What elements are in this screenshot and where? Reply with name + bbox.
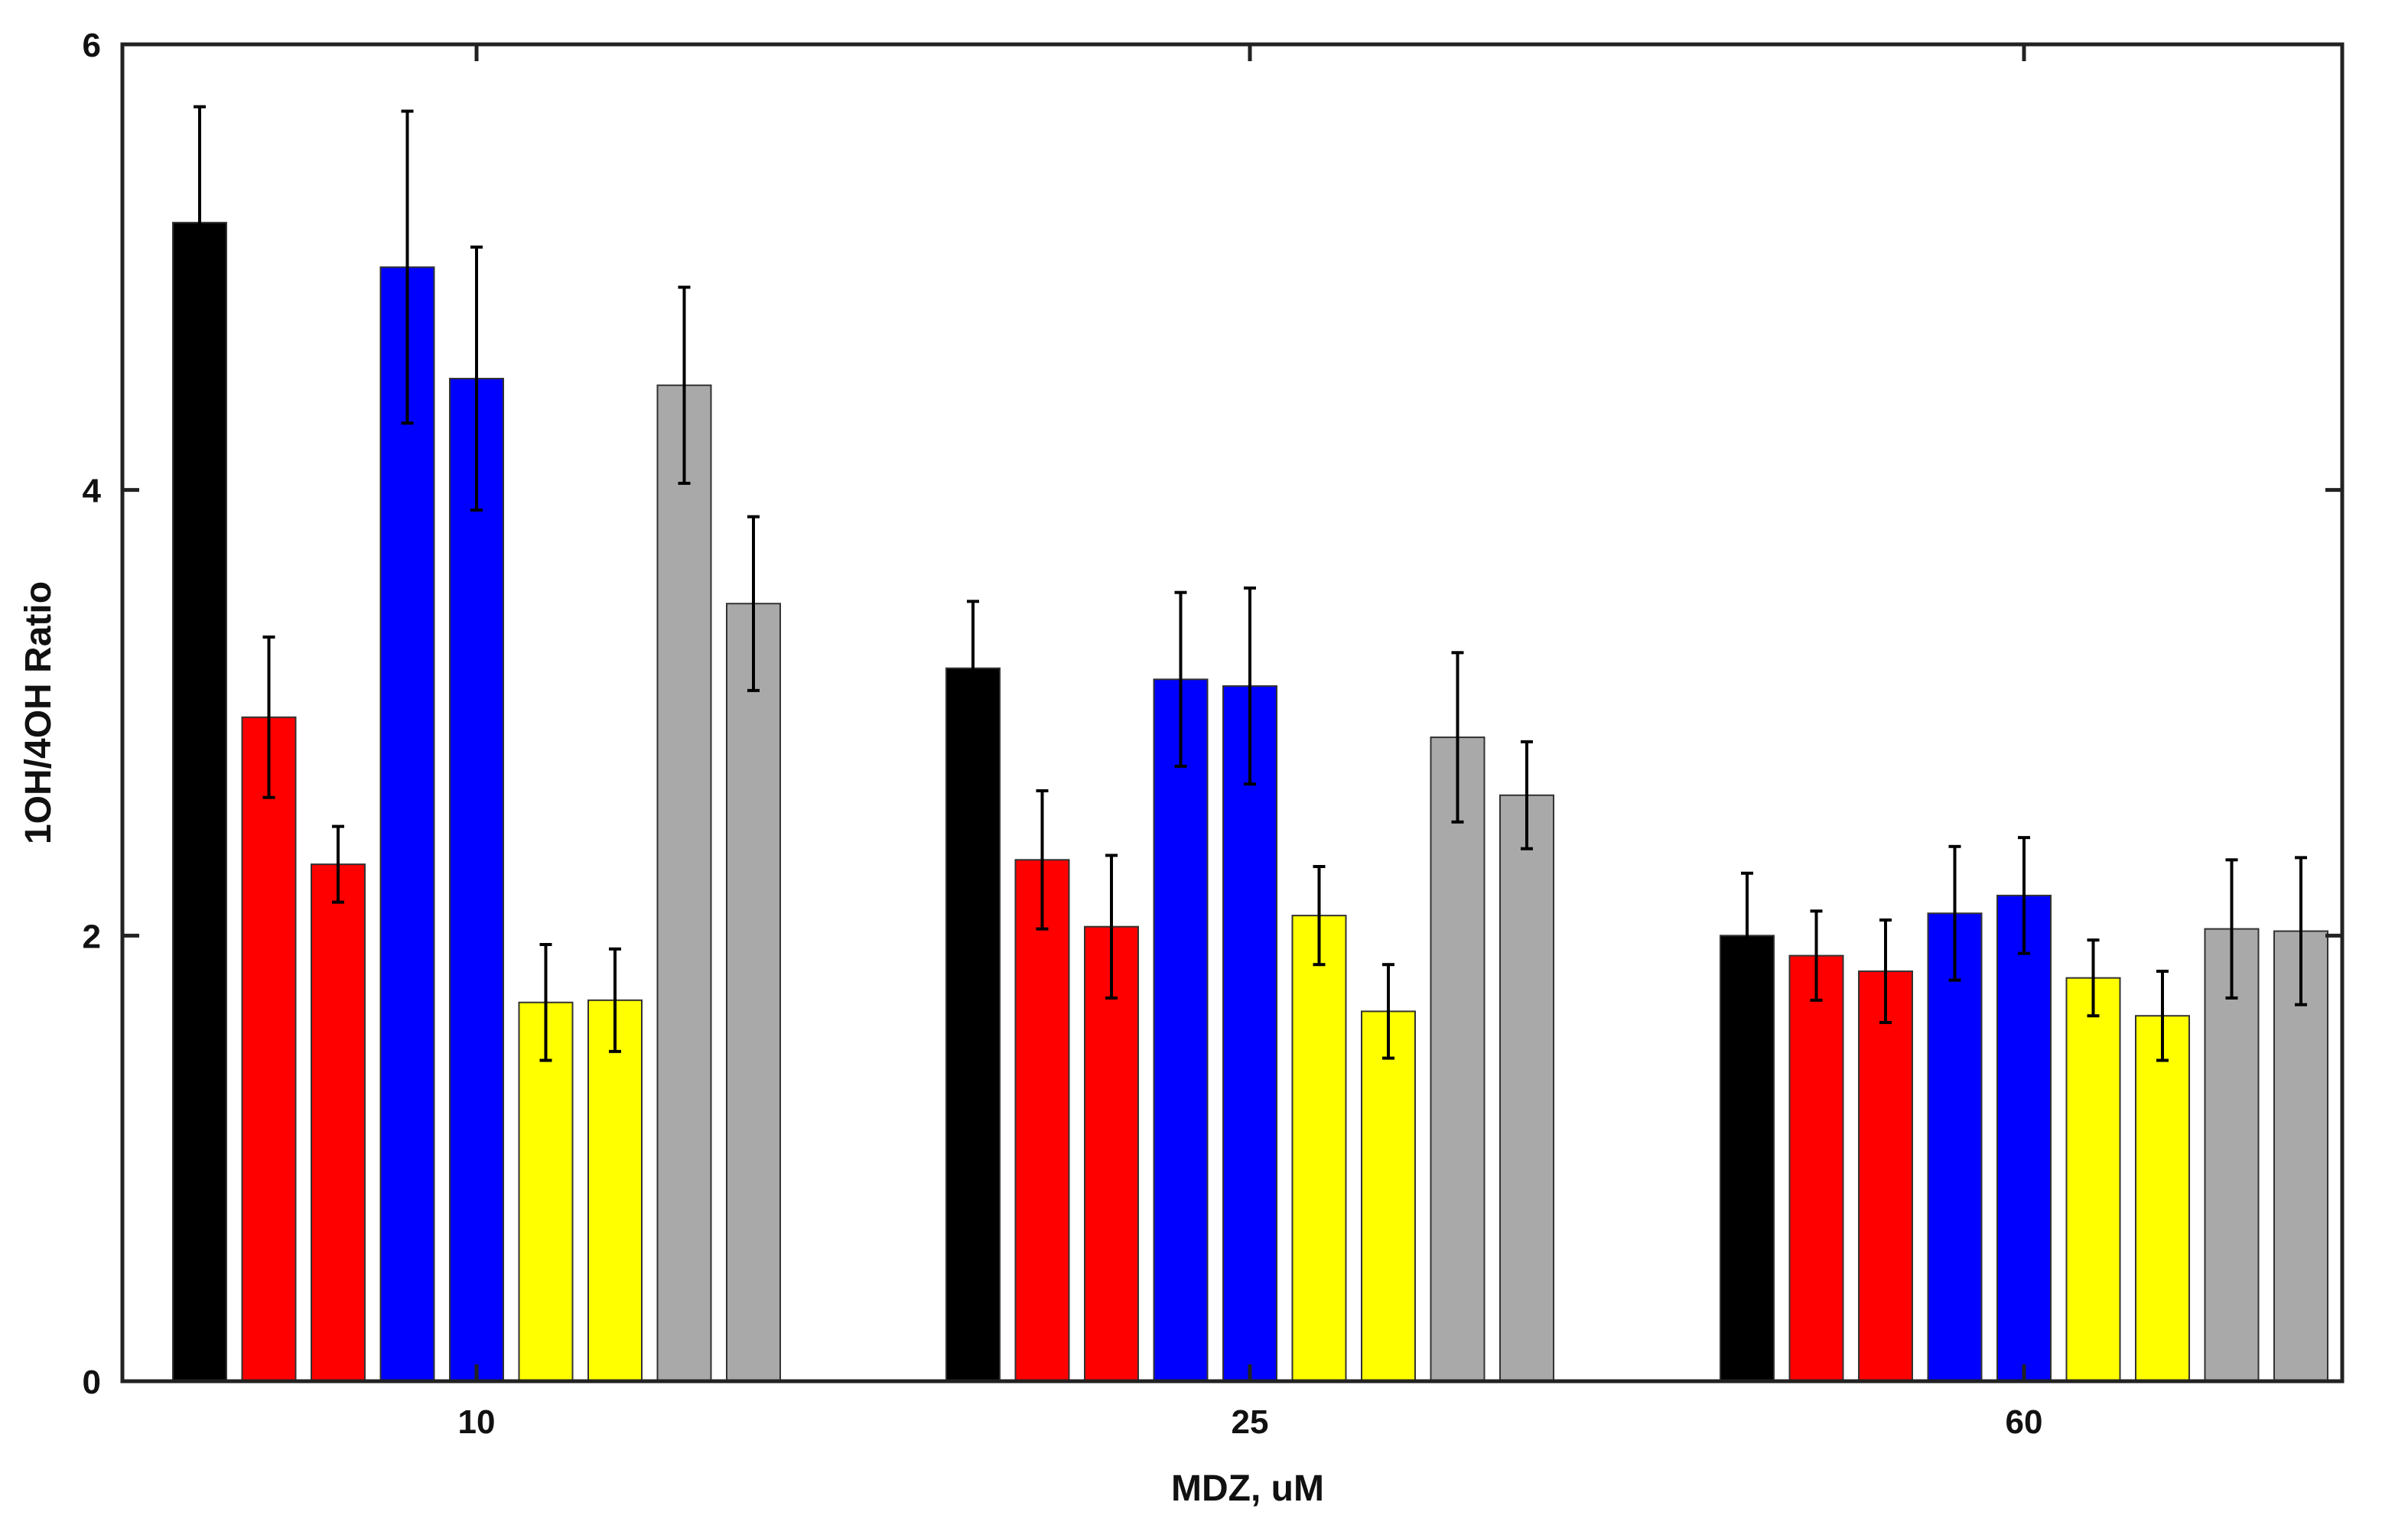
x-tick-label-10: 10 bbox=[458, 1403, 496, 1441]
bar-10-yellow-2 bbox=[587, 999, 643, 1382]
bar-60-blue-2 bbox=[1996, 894, 2052, 1382]
bar-10-blue-1 bbox=[379, 266, 435, 1382]
bar-25-red-2 bbox=[1084, 925, 1139, 1383]
bar-10-gray-2 bbox=[726, 603, 781, 1382]
axis-ticks-layer: 10 25 60 0 2 4 6 bbox=[83, 27, 2342, 1441]
bar-25-black bbox=[945, 667, 1001, 1382]
x-tick-label-60: 60 bbox=[2006, 1403, 2043, 1441]
bar-10-red-1 bbox=[241, 716, 297, 1382]
bar-25-gray-1 bbox=[1430, 736, 1485, 1382]
y-tick-label-2: 2 bbox=[83, 918, 101, 955]
bar-10-red-2 bbox=[311, 863, 366, 1382]
y-tick-label-4: 4 bbox=[83, 473, 102, 510]
bar-10-blue-2 bbox=[449, 378, 504, 1382]
bar-60-yellow-2 bbox=[2135, 1015, 2190, 1383]
bar-25-yellow-1 bbox=[1291, 915, 1347, 1382]
bars-layer bbox=[172, 222, 2328, 1383]
bar-10-yellow-1 bbox=[518, 1001, 574, 1382]
bar-60-yellow-1 bbox=[2065, 977, 2121, 1382]
bar-25-red-1 bbox=[1014, 859, 1070, 1382]
y-tick-label-6: 6 bbox=[83, 27, 101, 64]
x-tick-label-25: 25 bbox=[1232, 1403, 1269, 1441]
bar-25-blue-2 bbox=[1222, 685, 1277, 1382]
bar-25-gray-2 bbox=[1499, 794, 1554, 1382]
bar-10-black bbox=[172, 222, 227, 1383]
bar-60-red-1 bbox=[1788, 954, 1844, 1382]
bar-60-blue-1 bbox=[1927, 912, 1983, 1382]
error-bars-layer bbox=[194, 105, 2307, 1062]
bar-60-black bbox=[1720, 935, 1775, 1383]
bar-60-red-2 bbox=[1858, 970, 1913, 1382]
x-axis-title: MDZ, uM bbox=[1171, 1468, 1324, 1509]
plot-frame bbox=[120, 42, 2345, 1384]
y-tick-label-0: 0 bbox=[83, 1364, 101, 1401]
bar-25-yellow-2 bbox=[1361, 1010, 1416, 1383]
bar-10-gray-1 bbox=[656, 384, 712, 1382]
bar-25-blue-1 bbox=[1153, 678, 1209, 1382]
y-axis-title: 1OH/4OH Ratio bbox=[18, 581, 59, 844]
